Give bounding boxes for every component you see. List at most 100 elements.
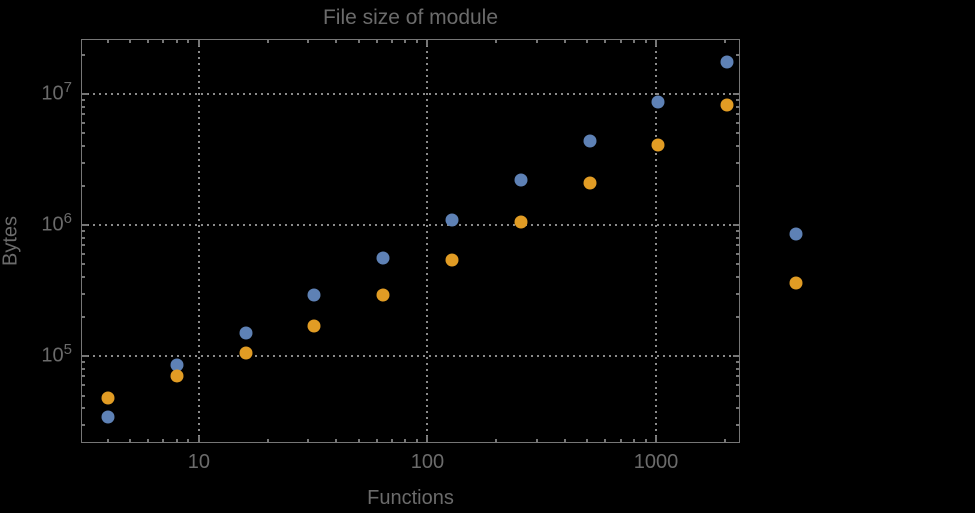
y-minor-tick [81,423,85,426]
x-minor-tick [391,39,394,43]
x-minor-tick [375,439,378,443]
x-minor-tick [147,39,150,43]
data-point-series-1-blue [239,326,253,340]
data-point-series-2-orange [170,369,184,383]
x-minor-tick [106,39,109,43]
data-point-series-1-blue [514,173,528,187]
x-minor-tick [335,439,338,443]
y-minor-tick [736,53,740,56]
y-minor-tick [81,122,85,125]
x-major-tick [426,39,429,46]
y-minor-tick [81,113,85,116]
y-minor-tick [736,315,740,318]
y-minor-tick [736,236,740,239]
y-minor-tick [81,253,85,256]
x-tick-label: 1000 [633,451,679,473]
plot-frame [81,39,740,443]
data-point-series-1-blue [307,288,321,302]
y-tick-label: 107 [41,78,72,105]
y-minor-tick [736,361,740,364]
x-minor-tick [535,439,538,443]
y-axis-label: Bytes [0,215,22,267]
x-minor-tick [404,439,407,443]
x-minor-tick [266,439,269,443]
x-minor-tick [586,39,589,43]
x-minor-tick [604,39,607,43]
x-minor-tick [723,39,726,43]
x-tick-label: 10 [187,451,210,473]
x-minor-tick [564,439,567,443]
x-minor-tick [147,439,150,443]
x-minor-tick [306,439,309,443]
x-axis-label: Functions [367,487,454,509]
x-minor-tick [535,39,538,43]
y-minor-tick [736,105,740,108]
data-point-series-1-blue [445,213,459,227]
y-tick-label: 105 [41,340,72,367]
x-minor-tick [187,439,190,443]
y-minor-tick [736,244,740,247]
x-minor-tick [106,439,109,443]
x-minor-tick [129,39,132,43]
y-minor-tick [81,236,85,239]
y-minor-tick [81,244,85,247]
data-point-series-2-orange [720,98,734,112]
y-major-tick [81,93,88,96]
x-minor-tick [632,439,635,443]
y-minor-tick [736,99,740,102]
y-minor-tick [736,407,740,410]
data-point-series-2-orange [239,346,253,360]
y-major-tick [733,93,740,96]
y-minor-tick [81,315,85,318]
x-minor-tick [391,439,394,443]
y-minor-tick [736,292,740,295]
gridline-horizontal [81,93,740,96]
y-minor-tick [736,423,740,426]
data-point-series-2-orange [789,276,803,290]
y-minor-tick [81,384,85,387]
y-minor-tick [736,384,740,387]
y-minor-tick [736,253,740,256]
gridline-vertical [655,39,658,443]
y-minor-tick [81,230,85,233]
x-major-tick [655,39,658,46]
x-tick-label: 100 [410,451,445,473]
data-point-series-1-blue [170,358,184,372]
x-minor-tick [415,439,418,443]
y-minor-tick [736,367,740,370]
y-major-tick [733,355,740,358]
y-minor-tick [81,184,85,187]
y-minor-tick [736,276,740,279]
x-minor-tick [619,439,622,443]
y-minor-tick [81,99,85,102]
x-minor-tick [306,39,309,43]
chart-title: File size of module [322,6,499,29]
x-minor-tick [564,39,567,43]
x-minor-tick [162,39,165,43]
x-minor-tick [619,39,622,43]
x-minor-tick [415,39,418,43]
data-point-series-2-orange [445,253,459,267]
data-point-series-2-orange [514,215,528,229]
y-minor-tick [81,263,85,266]
x-minor-tick [335,39,338,43]
x-minor-tick [129,439,132,443]
gridline-horizontal [81,224,740,227]
y-minor-tick [736,161,740,164]
y-minor-tick [736,122,740,125]
y-minor-tick [81,361,85,364]
x-minor-tick [632,39,635,43]
y-minor-tick [736,132,740,135]
x-minor-tick [604,439,607,443]
y-minor-tick [736,375,740,378]
x-minor-tick [187,39,190,43]
y-minor-tick [81,161,85,164]
y-minor-tick [736,145,740,148]
y-major-tick [81,224,88,227]
x-major-tick [197,39,200,46]
data-point-series-2-orange [376,288,390,302]
data-point-series-1-blue [789,227,803,241]
y-minor-tick [81,105,85,108]
x-major-tick [197,436,200,443]
